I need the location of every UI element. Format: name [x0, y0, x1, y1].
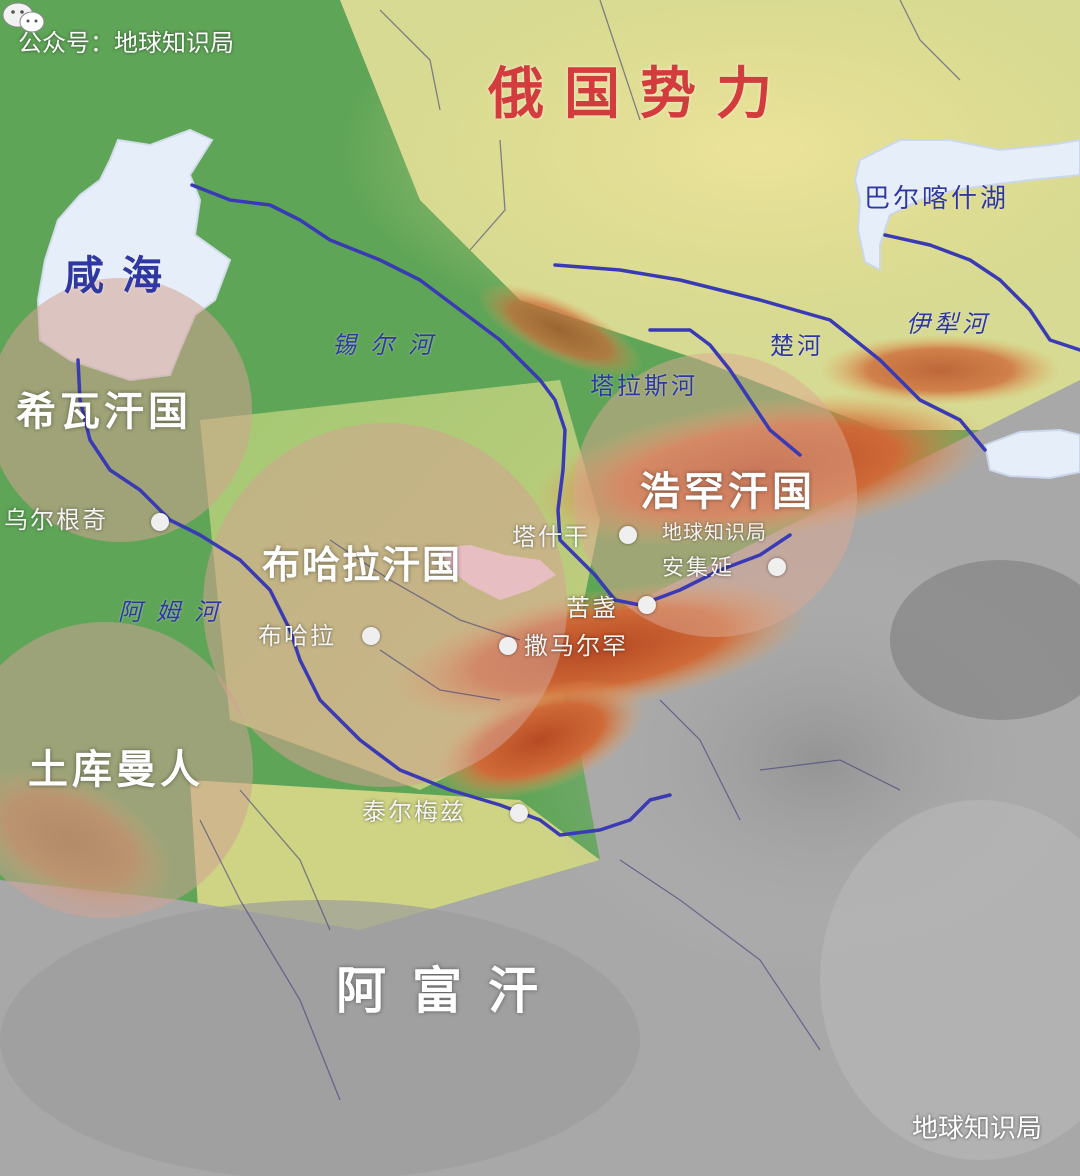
steppe-core	[340, 0, 1080, 350]
turkmen-label: 土库曼人	[28, 746, 204, 793]
khujand-dot	[638, 596, 656, 614]
khiva-label: 希瓦汗国	[16, 388, 192, 435]
pink-enclave	[440, 545, 556, 600]
khiva-circle	[0, 278, 252, 542]
kokand-circle	[573, 353, 857, 637]
center-watermark: 地球知识局	[662, 520, 767, 544]
watermark-bottom: 地球知识局	[912, 1114, 1043, 1144]
samarkand-dot	[499, 637, 517, 655]
bukhara-dot	[362, 627, 380, 645]
chu-river-label: 楚河	[770, 332, 824, 360]
urgench-dot	[151, 513, 169, 531]
afghanistan-label: 阿富汗	[336, 961, 564, 1020]
amu-river-label: 阿姆河	[118, 598, 232, 626]
kokand-label: 浩罕汗国	[640, 468, 816, 515]
lake-balkhash	[853, 138, 1080, 272]
russia-label: 俄国势力	[488, 61, 792, 127]
tashkent-label: 塔什干	[512, 523, 590, 551]
andijan-dot	[768, 558, 786, 576]
issyk-kul	[983, 428, 1080, 480]
termez-dot	[510, 804, 528, 822]
wechat-icon	[2, 2, 45, 33]
syr-river-label: 锡尔河	[332, 331, 446, 359]
bukhara-label: 布哈拉	[258, 622, 336, 650]
andijan-label: 安集延	[662, 556, 735, 581]
khujand-label: 苦盏	[566, 594, 618, 622]
turkmen-circle	[0, 622, 253, 918]
urgench-label: 乌尔根奇	[4, 506, 108, 534]
balkhash-label: 巴尔喀什湖	[864, 184, 1010, 214]
talas-river-label: 塔拉斯河	[590, 372, 698, 400]
watermark-top: 公众号：地球知识局	[18, 29, 234, 57]
aral-label: 咸海	[64, 252, 180, 299]
minor-lines	[199, 0, 961, 1101]
ili-river-label: 伊犁河	[906, 310, 990, 338]
samarkand-label: 撒马尔罕	[524, 632, 628, 660]
bukhara-circle	[203, 423, 567, 787]
bukhara-khanate-label: 布哈拉汗国	[262, 542, 463, 587]
plain-south	[190, 780, 600, 940]
termez-label: 泰尔梅兹	[362, 798, 466, 826]
tashkent-dot	[619, 526, 637, 544]
